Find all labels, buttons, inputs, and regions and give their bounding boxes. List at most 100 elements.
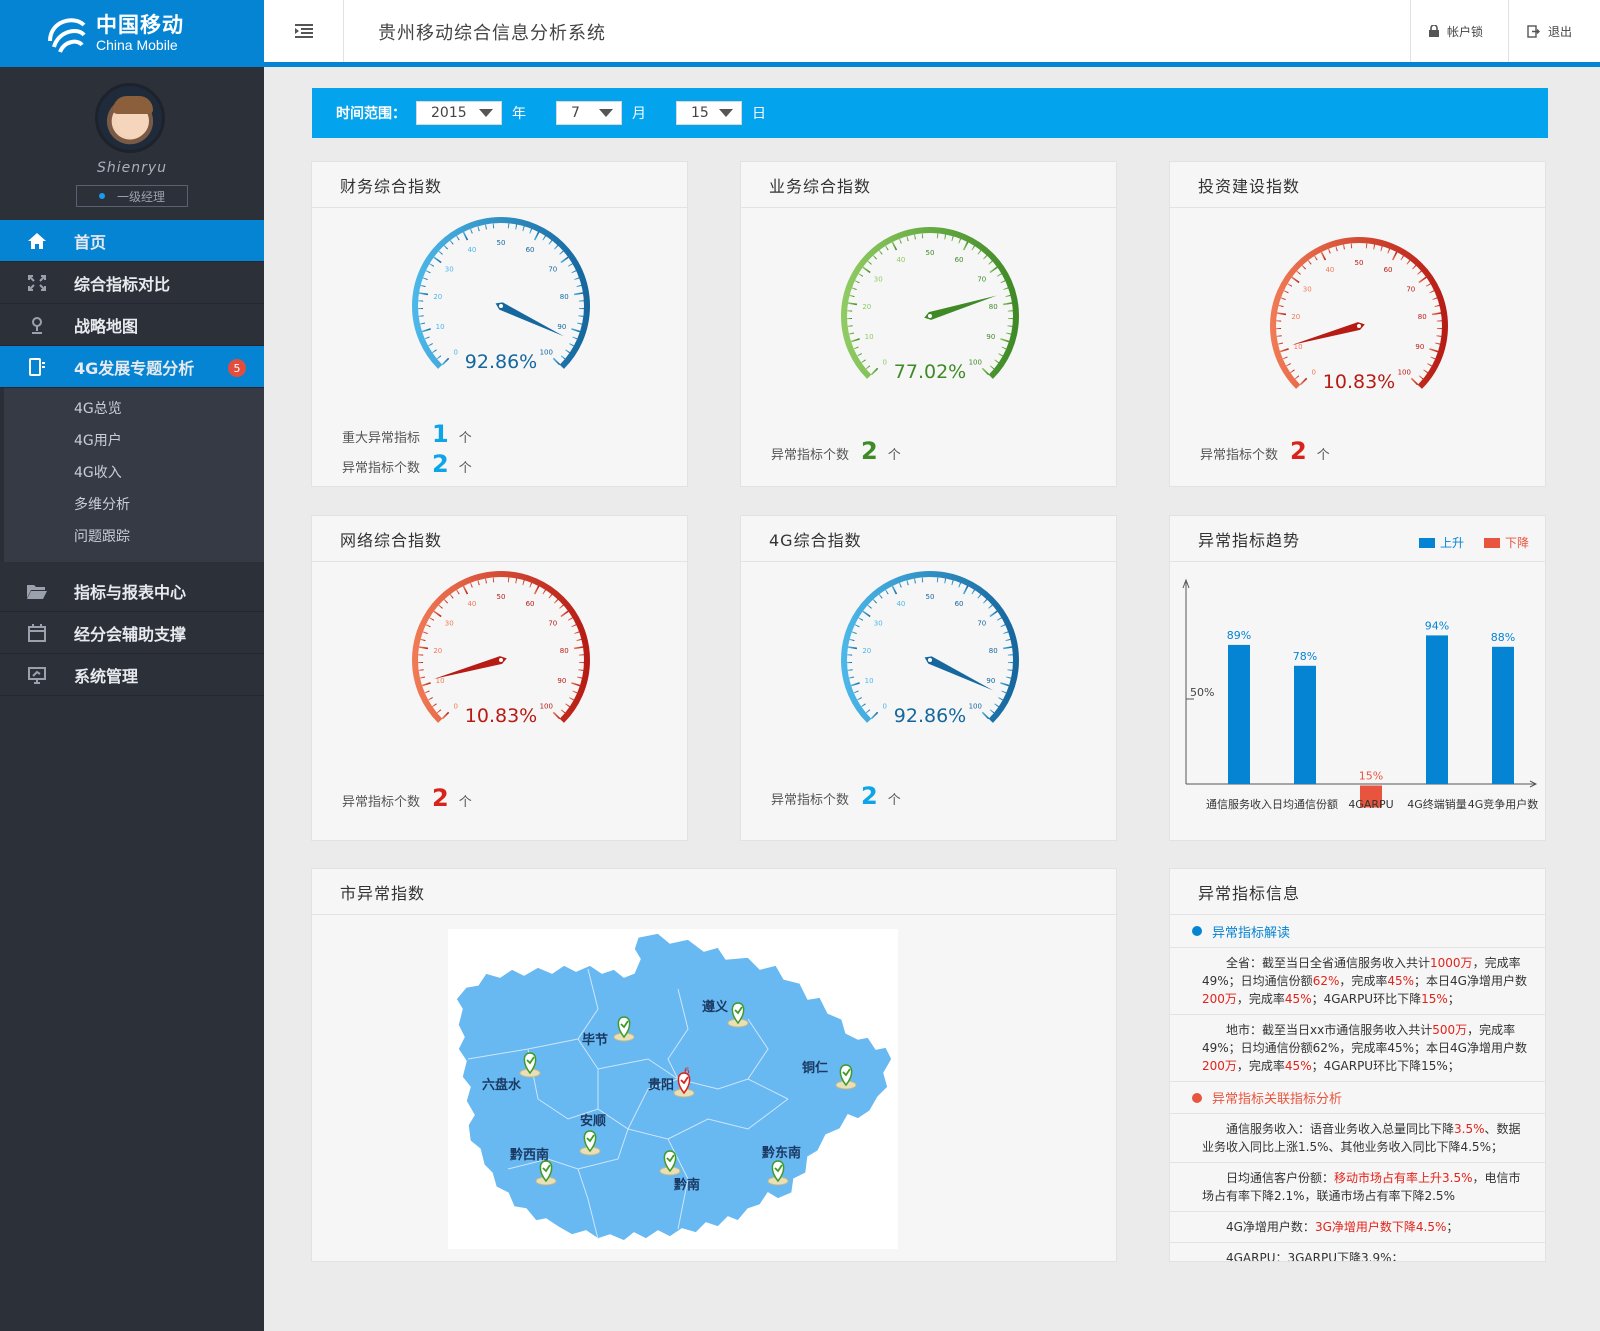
gauge-tick: [571, 682, 581, 687]
city-label-liupanshui[interactable]: 六盘水: [482, 1077, 522, 1093]
legend-up[interactable]: 上升: [1418, 534, 1464, 551]
abnormal-count: 2: [861, 437, 878, 465]
gauge-tick: [441, 711, 450, 720]
gauge-tick: [850, 338, 860, 343]
city-label-qiannan[interactable]: 黔南: [674, 1177, 700, 1193]
gauge-tick: [422, 631, 428, 635]
year-select[interactable]: 2015: [416, 101, 502, 125]
calendar-icon: [0, 623, 74, 643]
expand-icon: [0, 274, 74, 292]
nav-branch[interactable]: 经分会辅助支撑: [0, 612, 264, 654]
gauge-tick: [422, 277, 428, 281]
gauge-tick: [878, 250, 883, 255]
ok-marker-icon[interactable]: [767, 1160, 789, 1186]
alert-marker-icon[interactable]: [673, 1072, 695, 1098]
top-bar: 贵州移动综合信息分析系统 帐户锁 退出: [264, 0, 1600, 67]
gauge-tick: [559, 250, 564, 255]
gauge-tick: [1327, 248, 1331, 254]
bar[interactable]: [1294, 665, 1316, 784]
gauge-tick: [1432, 297, 1438, 301]
subnav-item[interactable]: 多维分析: [74, 497, 130, 513]
ok-marker-icon[interactable]: [727, 1002, 749, 1028]
gauge-tick: [574, 631, 580, 635]
info-related-2: 日均通信客户份额：移动市场占有率上升3.5%，电信市场占有率下降2.1%，联通市…: [1170, 1162, 1545, 1211]
month-select[interactable]: 7: [556, 101, 622, 125]
legend-down[interactable]: 下降: [1483, 534, 1529, 551]
subnav-item[interactable]: 4G总览: [74, 401, 122, 417]
nav-4g[interactable]: 4G发展专题分析 5: [0, 346, 264, 388]
info-section-related[interactable]: 异常指标关联指标分析: [1170, 1081, 1545, 1113]
info-city: 地市：截至当日xx市通信服务收入共计500万，完成率49%；日均通信份额62%，…: [1170, 1014, 1545, 1081]
gauge-tick: [456, 589, 460, 595]
gauge-tick-label: 0: [883, 702, 887, 710]
bar[interactable]: [1228, 644, 1250, 784]
nav-map[interactable]: 战略地图: [0, 304, 264, 346]
ok-marker-icon[interactable]: [659, 1150, 681, 1176]
gauge-tick: [847, 325, 853, 327]
gauge-tick: [1296, 270, 1301, 275]
city-label-tongren[interactable]: 铜仁: [801, 1060, 828, 1076]
city-label-qianxinan[interactable]: 黔西南: [510, 1147, 549, 1163]
nav-home[interactable]: 首页: [0, 220, 264, 262]
gauge-tick-label: 50: [926, 249, 935, 257]
gauge-tick: [542, 589, 546, 595]
gauge-tick: [1277, 342, 1283, 345]
city-label-guiyang[interactable]: 贵阳: [648, 1077, 674, 1093]
gauge-arc: [1270, 237, 1448, 389]
nav-reports[interactable]: 指标与报表中心: [0, 570, 264, 612]
logout-button[interactable]: 退出: [1508, 0, 1600, 62]
lock-icon: [1429, 25, 1439, 37]
gauge-tick-label: 10: [865, 677, 874, 685]
gauge-tick: [854, 280, 860, 284]
subnav-item[interactable]: 4G用户: [74, 433, 122, 449]
nav-compare[interactable]: 综合指标对比: [0, 262, 264, 304]
bar[interactable]: [1426, 635, 1448, 784]
info-section-interpret[interactable]: 异常指标解读: [1170, 915, 1545, 947]
account-lock-button[interactable]: 帐户锁: [1410, 0, 1508, 62]
gauge-tick: [1294, 375, 1300, 380]
gauge-tick: [1000, 682, 1010, 687]
gauge-tick: [477, 226, 480, 232]
gauge-tick-label: 70: [977, 619, 986, 627]
gauge-tick: [529, 228, 533, 234]
gauge-tick-label: 50: [1355, 259, 1364, 267]
city-label-zunyi[interactable]: 遵义: [702, 999, 729, 1015]
ok-marker-icon[interactable]: [519, 1052, 541, 1078]
nav-system[interactable]: 系统管理: [0, 654, 264, 696]
ok-marker-icon[interactable]: [835, 1064, 857, 1090]
city-label-anshun[interactable]: 安顺: [580, 1113, 606, 1129]
city-label-bijie[interactable]: 毕节: [582, 1032, 608, 1048]
gauge-tick: [576, 638, 582, 642]
gauge-value: 10.83%: [1323, 371, 1395, 393]
nav-menu: 首页 综合指标对比 战略地图 4G发展专题分析 5 4G总览 4G用户 4G收入…: [0, 220, 264, 696]
subnav-item[interactable]: 4G收入: [74, 465, 122, 481]
menu-toggle-button[interactable]: [264, 0, 344, 62]
gauge-tick: [424, 690, 430, 694]
gauge-tick: [1003, 287, 1009, 291]
ok-marker-icon[interactable]: [535, 1160, 557, 1186]
day-select[interactable]: 15: [676, 101, 742, 125]
city-label-qiandongnan[interactable]: 黔东南: [762, 1145, 801, 1161]
gauge-tick: [578, 669, 584, 671]
gauge-tick: [996, 617, 1002, 621]
gauge-tick: [477, 580, 480, 586]
gauge-tick-label: 50: [497, 593, 506, 601]
gauge-tick: [574, 277, 580, 281]
month-unit: 月: [632, 106, 646, 122]
gauge-tick: [1400, 255, 1404, 261]
ok-marker-icon[interactable]: [613, 1016, 635, 1042]
logo[interactable]: 中国移动 China Mobile: [0, 0, 264, 67]
gauge-tick: [428, 343, 433, 347]
gauge-tick: [885, 589, 889, 595]
gauge-tick: [906, 236, 909, 242]
location-pin-icon: [0, 315, 74, 335]
bar[interactable]: [1492, 646, 1514, 784]
avatar[interactable]: [95, 83, 165, 153]
subnav-item[interactable]: 问题跟踪: [74, 529, 130, 545]
card-title: 业务综合指数: [741, 162, 1116, 208]
bar[interactable]: [1360, 785, 1382, 808]
guizhou-map[interactable]: 遵义 毕节 铜仁 六盘水 贵阳 安顺 黔西南 黔东南 黔南 6: [448, 929, 898, 1249]
ok-marker-icon[interactable]: [579, 1130, 601, 1156]
gauge-tick-label: 40: [896, 256, 905, 264]
